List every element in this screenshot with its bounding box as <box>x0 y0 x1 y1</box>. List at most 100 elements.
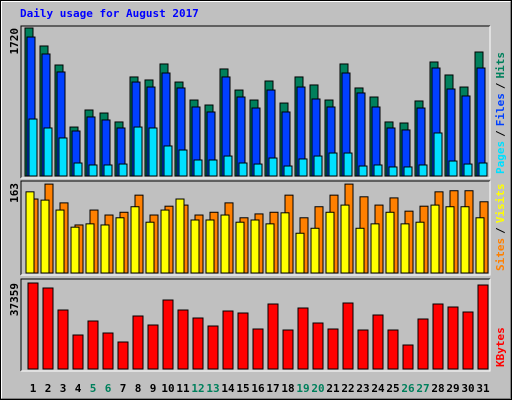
panel-bevel-dark <box>20 25 490 178</box>
x-tick-label: 9 <box>150 382 157 395</box>
x-tick-label: 25 <box>386 382 399 395</box>
bar <box>55 209 65 274</box>
x-tick-label: 19 <box>296 382 309 395</box>
y-max-label: 37359 <box>8 283 21 316</box>
bar <box>73 162 83 177</box>
bar <box>312 322 324 370</box>
legend: KBytes <box>494 327 507 367</box>
bar <box>358 165 368 177</box>
x-tick-label: 23 <box>356 382 369 395</box>
x-tick-label: 31 <box>476 382 490 395</box>
legend-entry: Files <box>494 93 507 126</box>
legend-entry: Visits <box>494 184 507 224</box>
bar <box>85 223 95 274</box>
bar <box>117 341 129 370</box>
x-tick-label: 29 <box>446 382 459 395</box>
legend: Sites / Visits <box>494 184 507 272</box>
bar <box>145 221 155 274</box>
x-tick-label: 3 <box>60 382 67 395</box>
bar <box>313 155 323 177</box>
bar <box>388 166 398 177</box>
bar <box>25 191 35 274</box>
bar <box>340 204 350 274</box>
x-tick-label: 14 <box>221 382 235 395</box>
panel-bevel-dark <box>20 278 490 371</box>
bar <box>357 329 369 370</box>
bar <box>430 204 440 274</box>
x-tick-label: 20 <box>311 382 324 395</box>
bar <box>268 157 278 177</box>
bar <box>133 126 143 177</box>
bar <box>147 324 159 370</box>
x-tick-label: 17 <box>266 382 279 395</box>
bar <box>103 164 113 177</box>
bar <box>88 164 98 177</box>
x-tick-label: 5 <box>90 382 97 395</box>
bar <box>342 302 354 370</box>
panel-bevel-dark <box>20 180 490 275</box>
bar <box>328 152 338 177</box>
bar <box>387 329 399 370</box>
bar <box>415 221 425 274</box>
bar <box>175 198 185 274</box>
bar <box>102 332 114 370</box>
bar <box>208 159 218 177</box>
x-tick-label: 26 <box>401 382 415 395</box>
bar <box>222 310 234 370</box>
y-max-label: 1720 <box>8 28 21 55</box>
legend-separator: / <box>494 130 507 137</box>
x-tick-label: 15 <box>236 382 249 395</box>
bar <box>177 309 189 370</box>
bar <box>462 311 474 370</box>
bar <box>193 159 203 177</box>
bar <box>130 206 140 274</box>
panel-bevel-light <box>21 26 491 179</box>
legend: Pages / Files / Hits <box>494 52 507 174</box>
x-tick-label: 21 <box>326 382 340 395</box>
y-max-label: 163 <box>8 183 21 203</box>
bar <box>148 127 158 177</box>
chart-title: Daily usage for August 2017 <box>20 7 199 20</box>
bar <box>27 282 39 370</box>
x-tick-label: 28 <box>431 382 444 395</box>
bar <box>235 221 245 274</box>
bar <box>355 227 365 274</box>
x-tick-label: 2 <box>45 382 52 395</box>
bar <box>310 227 320 274</box>
bar <box>372 314 384 370</box>
legend-entry: Pages <box>494 141 507 174</box>
bar <box>87 320 99 370</box>
bar <box>385 211 395 274</box>
bar <box>432 303 444 370</box>
bar <box>433 132 443 177</box>
bar <box>72 334 84 370</box>
bar <box>162 299 174 370</box>
bar <box>238 162 248 177</box>
bar <box>115 217 125 274</box>
bar <box>70 226 80 274</box>
x-tick-label: 6 <box>105 382 112 395</box>
bar <box>283 165 293 177</box>
bar <box>370 223 380 274</box>
bar <box>223 155 233 177</box>
bar <box>282 329 294 370</box>
bar <box>237 312 249 370</box>
legend-entry: KBytes <box>494 327 507 367</box>
bar <box>460 206 470 274</box>
bar <box>478 162 488 177</box>
bar <box>297 307 309 370</box>
bar <box>327 328 339 370</box>
bar <box>418 164 428 177</box>
bar <box>417 318 429 370</box>
legend-entry: Hits <box>494 52 507 79</box>
bar <box>445 206 455 274</box>
x-tick-label: 1 <box>30 382 37 395</box>
bar <box>298 158 308 177</box>
bar <box>163 145 173 177</box>
bar <box>400 223 410 274</box>
bar <box>448 160 458 177</box>
panel-bevel-light <box>21 279 491 372</box>
